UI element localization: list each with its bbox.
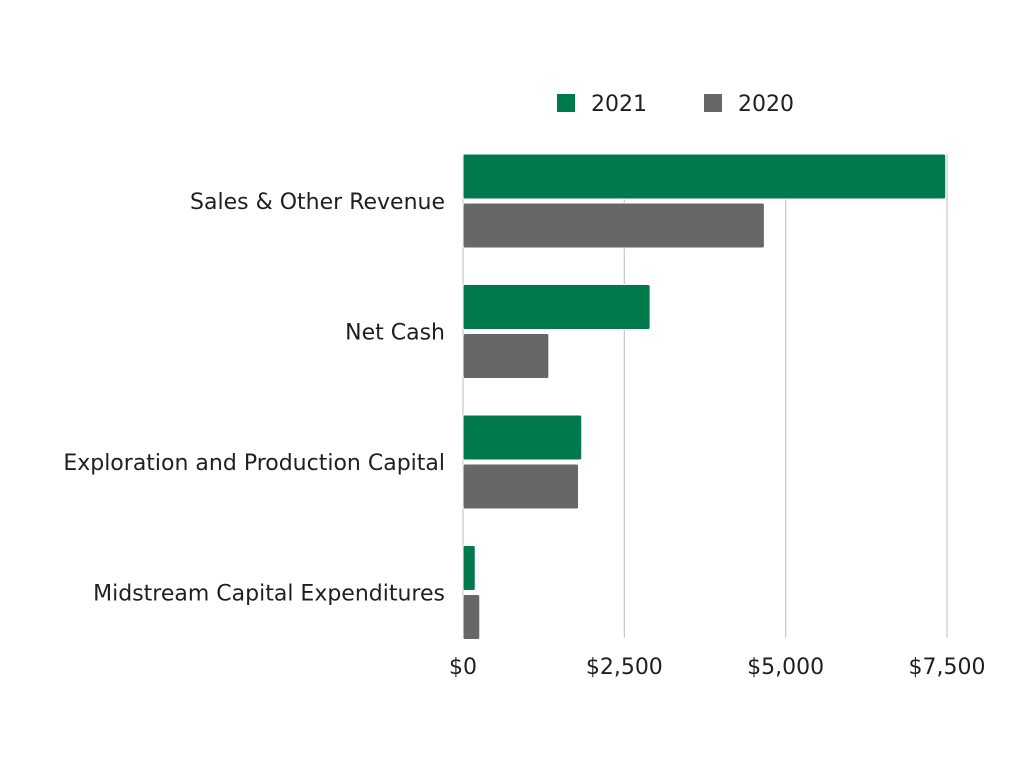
category-label-3: Midstream Capital Expenditures (93, 582, 445, 607)
bar-2020-0 (462, 202, 765, 249)
legend-swatch-2020 (704, 94, 722, 112)
x-tick-labels: $0 $2,500 $5,000 $7,500 (449, 655, 985, 680)
x-tick-label-0: $0 (449, 655, 477, 680)
bar-2021-3 (462, 545, 476, 591)
bar-2021-1 (462, 284, 651, 330)
x-tick-label-1: $2,500 (586, 655, 663, 680)
bar-2021-0 (462, 153, 947, 200)
legend-label-2020: 2020 (738, 92, 794, 117)
legend-swatch-2021 (557, 94, 575, 112)
category-label-0: Sales & Other Revenue (190, 190, 445, 215)
category-label-1: Net Cash (345, 321, 445, 346)
bar-2020-3 (462, 594, 481, 640)
category-label-2: Exploration and Production Capital (63, 451, 445, 476)
bar-2020-1 (462, 333, 550, 379)
bar-2021-2 (462, 414, 583, 461)
legend: 2021 2020 (557, 92, 794, 117)
x-tick-label-3: $7,500 (909, 655, 986, 680)
bars (462, 153, 947, 640)
category-labels: Sales & Other Revenue Net Cash Exploration… (63, 190, 445, 607)
legend-label-2021: 2021 (591, 92, 647, 117)
bar-2020-2 (462, 463, 580, 510)
x-tick-label-2: $5,000 (747, 655, 824, 680)
